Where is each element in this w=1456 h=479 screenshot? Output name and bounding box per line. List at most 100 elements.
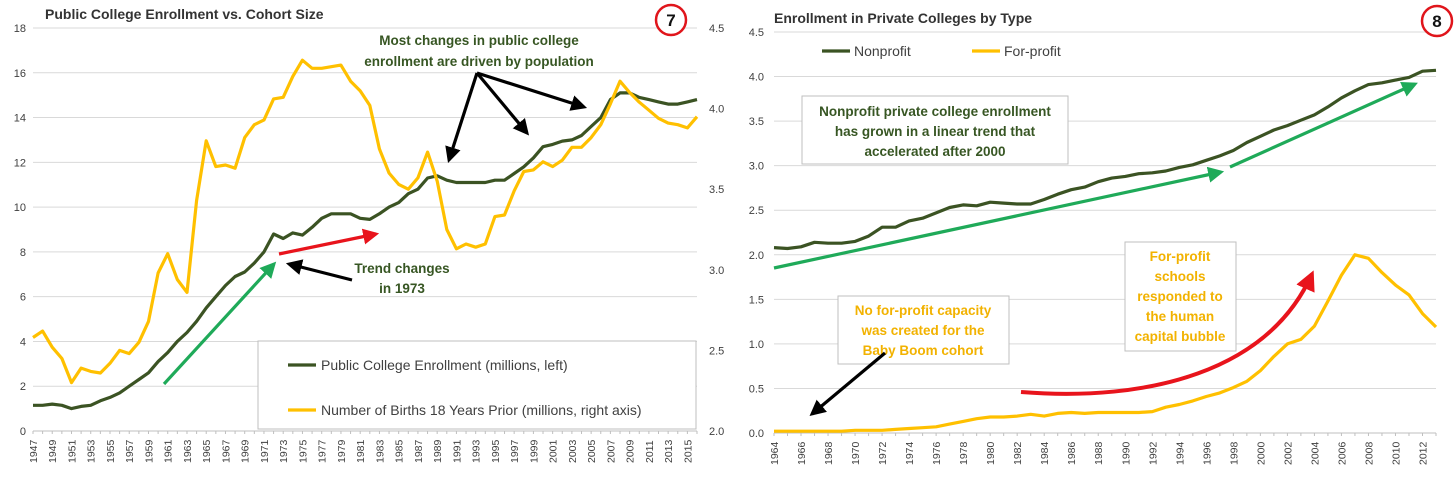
- x-tick-label: 2011: [644, 440, 656, 463]
- x-tick-label: 1970: [850, 441, 862, 465]
- x-tick-label: 1955: [105, 439, 117, 463]
- forprofit-annotation-line: schools: [1154, 269, 1205, 284]
- forprofit-annotation-line: capital bubble: [1135, 329, 1226, 344]
- x-tick-label: 1976: [931, 441, 943, 465]
- y-tick-label: 2.0: [749, 250, 764, 262]
- x-tick-label: 1967: [220, 439, 232, 463]
- y-left-tick-label: 6: [20, 292, 26, 304]
- y-left-tick-label: 2: [20, 381, 26, 393]
- legend-label: Nonprofit: [854, 43, 911, 59]
- forprofit-annotation-line: the human: [1146, 309, 1214, 324]
- population-pointer-arrow-1: [445, 72, 479, 164]
- x-tick-label: 1957: [124, 439, 136, 463]
- forprofit-annotation-box: [1124, 241, 1237, 352]
- x-tick-label: 1992: [1147, 441, 1159, 465]
- trend-annotation-line: in 1973: [379, 281, 425, 296]
- x-tick-label: 1966: [796, 441, 808, 465]
- y-right-tick-label: 3.0: [709, 265, 724, 277]
- x-tick-label: 2010: [1390, 441, 1402, 465]
- x-tick-label: 1983: [374, 439, 386, 463]
- forprofit-line: [774, 253, 1438, 433]
- x-tick-label: 1985: [394, 439, 406, 463]
- x-tick-label: 1971: [259, 439, 271, 463]
- y-left-tick-label: 16: [14, 68, 26, 80]
- x-tick-label: 2001: [548, 439, 560, 463]
- x-tick-label: 1953: [86, 439, 98, 463]
- x-tick-label: 1987: [413, 439, 425, 463]
- x-tick-label: 2005: [586, 439, 598, 463]
- private-enrollment-chart-svg: 0.0 0.5 1.0 1.5 2.0 2.5 3.0 3.5 4.0 4.5 1964 1966 19…: [749, 4, 1454, 465]
- y-left-tick-label: 14: [14, 113, 26, 125]
- green-trend-arrow: [162, 261, 277, 386]
- private-enrollment-chart: 0.0 0.5 1.0 1.5 2.0 2.5 3.0 3.5 4.0 4.5 1964 1966 19…: [728, 0, 1456, 479]
- red-growth-arrow: [1020, 270, 1315, 396]
- y-left-tick-label: 12: [14, 157, 26, 169]
- y-right-tick-label: 2.5: [709, 345, 724, 357]
- legend-label: Public College Enrollment (millions, lef…: [321, 357, 568, 373]
- capacity-pointer-arrow: [809, 351, 887, 417]
- y-right-tick-label: 2.0: [709, 426, 724, 438]
- x-tick-label: 1951: [66, 439, 78, 463]
- y-right-tick-label: 4.0: [709, 104, 724, 116]
- legend-box: [257, 340, 697, 430]
- y-tick-label: 1.5: [749, 294, 764, 306]
- x-tick-label: 1977: [317, 439, 329, 463]
- x-tick-label: 2003: [567, 439, 579, 463]
- x-tick-label: 1991: [451, 439, 463, 463]
- chart-title: Enrollment in Private Colleges by Type: [774, 10, 1032, 26]
- trend-pointer-arrow: [285, 259, 353, 282]
- chart-number-badge: [654, 3, 688, 37]
- x-tick-label: 1972: [877, 441, 889, 465]
- x-tick-label: 2004: [1309, 441, 1321, 465]
- forprofit-annotation-line: responded to: [1137, 289, 1223, 304]
- capacity-annotation-line: was created for the: [860, 323, 985, 338]
- y-left-tick-label: 10: [14, 202, 26, 214]
- chart-number-badge-label: 8: [1432, 12, 1441, 31]
- green-trend-arrow-2: [1229, 81, 1418, 169]
- population-pointer-arrow-2: [475, 71, 530, 136]
- x-tick-label: 1981: [355, 439, 367, 463]
- legend-label: Number of Births 18 Years Prior (million…: [321, 402, 642, 418]
- x-tick-label: 1949: [47, 439, 59, 463]
- nonprofit-annotation-line: has grown in a linear trend that: [835, 124, 1036, 139]
- x-tick-label: 1996: [1201, 441, 1213, 465]
- capacity-annotation-line: Baby Boom cohort: [863, 343, 984, 358]
- x-tick-label: 1986: [1066, 441, 1078, 465]
- x-tick-label: 1978: [958, 441, 970, 465]
- public-enrollment-chart: 0 2 4 6 8 10 12 14 16 18 2.0 2.5 3.0 3.5 4.0 4.5 1947 194…: [0, 0, 724, 479]
- public-enrollment-line: [33, 91, 698, 411]
- x-tick-label: 1961: [163, 439, 175, 463]
- x-tick-label: 1995: [490, 439, 502, 463]
- x-tick-label: 2012: [1417, 441, 1429, 465]
- public-enrollment-chart-svg: 0 2 4 6 8 10 12 14 16 18 2.0 2.5 3.0 3.5 4.0 4.5 1947 194…: [14, 3, 724, 463]
- x-tick-label: 2013: [663, 439, 675, 463]
- y-tick-label: 4.0: [749, 72, 764, 84]
- x-tick-label: 1989: [432, 439, 444, 463]
- x-tick-label: 1993: [471, 439, 483, 463]
- nonprofit-annotation-line: Nonprofit private college enrollment: [819, 104, 1051, 119]
- x-tick-label: 1965: [201, 439, 213, 463]
- y-left-tick-label: 0: [20, 426, 26, 438]
- y-left-tick-label: 8: [20, 247, 26, 259]
- y-right-tick-label: 3.5: [709, 184, 724, 196]
- nonprofit-annotation-line: accelerated after 2000: [864, 144, 1005, 159]
- x-tick-label: 1998: [1228, 441, 1240, 465]
- y-tick-label: 2.5: [749, 205, 764, 217]
- x-tick-label: 1994: [1174, 441, 1186, 465]
- y-left-tick-label: 18: [14, 23, 26, 35]
- y-left-tick-label: 4: [20, 336, 26, 348]
- births-line: [32, 58, 699, 385]
- x-tick-label: 1974: [904, 441, 916, 465]
- capacity-annotation-line: No for-profit capacity: [855, 303, 992, 318]
- y-tick-label: 4.5: [749, 27, 764, 39]
- x-tick-label: 1963: [182, 439, 194, 463]
- green-trend-arrow-1: [773, 166, 1225, 270]
- x-tick-label: 2000: [1255, 441, 1267, 465]
- x-tick-label: 1969: [240, 439, 252, 463]
- x-tick-label: 1964: [769, 441, 781, 465]
- chart-number-badge-label: 7: [666, 11, 675, 30]
- capacity-annotation-box: [837, 295, 1010, 365]
- x-tick-label: 1990: [1120, 441, 1132, 465]
- x-tick-label: 1968: [823, 441, 835, 465]
- x-tick-label: 1979: [336, 439, 348, 463]
